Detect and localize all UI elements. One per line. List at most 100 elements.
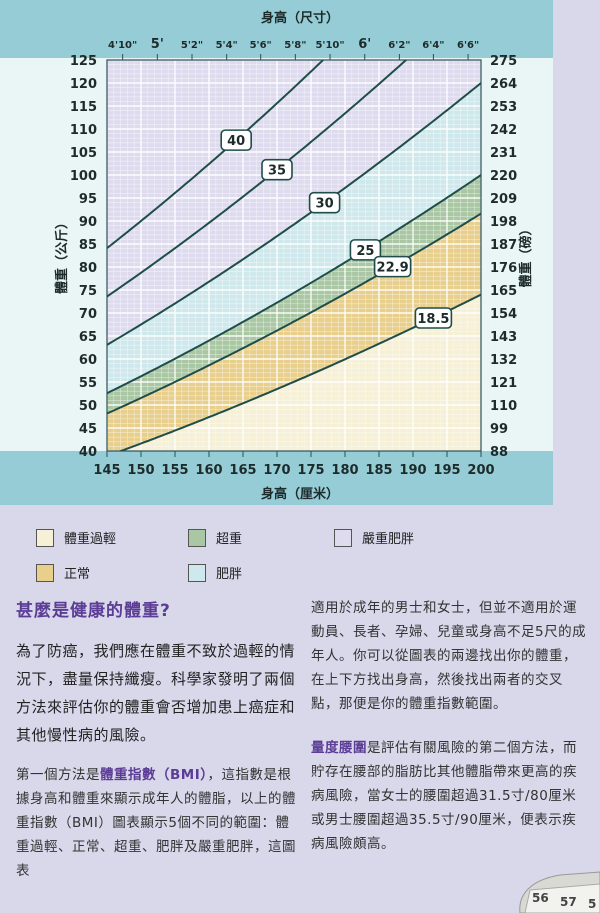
x-tick-label: 190 [399,463,426,478]
legend-label-normal: 正常 [64,567,91,582]
y-tick-label-right: 154 [490,307,517,322]
y-tick-label-right: 121 [490,376,517,391]
y-tick-label-right: 176 [490,261,517,276]
y-tick-label-right: 132 [490,353,517,368]
y-tick-label-left: 120 [70,77,97,92]
y-tick-label-right: 253 [490,100,517,115]
x-tick-label: 200 [467,463,494,478]
legend-swatch-severe [334,528,352,547]
y-tick-label-left: 65 [79,330,97,345]
waist-paragraph-post: 是評估有關風險的第二個方法，而貯存在腰部的脂肪比其他體脂帶來更高的疾病風險，當女… [311,740,577,852]
tape-measure-image: 56 57 5 [519,871,600,913]
y-tick-label-left: 85 [79,238,97,253]
waist-paragraph: 量度腰圍是評估有關風險的第二個方法，而貯存在腰部的脂肪比其他體脂帶來更高的疾病風… [311,736,589,856]
band-3 [107,83,481,394]
y-tick-label-right: 231 [490,146,517,161]
band-0 [120,294,481,451]
tape-strip [524,883,600,913]
y-tick-label-right: 242 [490,123,517,138]
y-tick-label-right: 209 [490,192,517,207]
bmi-highlight: 體重指數（BMI） [100,767,208,783]
bmi-label-box-22.9 [373,255,412,278]
x-tick-label: 145 [93,463,120,478]
bmi-curve-30 [107,82,481,346]
y-tick-label-left: 60 [79,353,97,368]
legend-underweight: 體重過輕 [36,528,116,547]
chart-legend: 體重過輕 超重 嚴重肥胖 正常 肥胖 [0,510,600,590]
bmi-paragraph-pre: 第一個方法是 [16,767,100,783]
x-axis-label-bottom: 身高（厘米） [261,486,339,502]
legend-swatch-underweight [36,528,54,547]
bmi-label-box-35 [261,158,293,181]
x-tick-label: 175 [297,463,324,478]
y-tick-label-right: 220 [490,169,517,184]
y-tick-label-left: 55 [79,376,97,391]
y-tick-label-left: 40 [79,445,97,460]
y-tick-label-left: 125 [70,54,97,69]
top-tick-label: 4'10" [108,40,137,51]
legend-label-underweight: 體重過輕 [64,532,117,547]
legend-swatch-obese [188,563,206,582]
right-margin [553,0,600,505]
section-heading: 甚麼是健康的體重? [16,601,171,621]
bmi-paragraph: 第一個方法是體重指數（BMI），這指數是根據身高和體重來顯示成年人的體脂，以上的… [16,763,298,883]
top-tick-label: 5'2" [181,40,203,51]
y-tick-label-left: 80 [79,261,97,276]
legend-swatch-normal [36,563,54,582]
legend-overweight: 超重 [188,528,242,547]
x-tick-label: 150 [127,463,154,478]
y-tick-label-right: 264 [490,77,517,92]
y-tick-label-left: 115 [70,100,97,115]
usage-paragraph: 適用於成年的男士和女士，但並不適用於運動員、長者、孕婦、兒童或身高不足5尺的成年… [311,600,587,712]
bmi-curve-40 [107,60,325,249]
legend-normal: 正常 [36,563,90,582]
top-tick-label: 5'4" [216,40,238,51]
y-tick-label-left: 110 [70,123,97,138]
y-axis-label-right: 體重（磅） [518,222,534,287]
bmi-label-box-40 [220,129,252,151]
y-tick-label-right: 143 [490,330,517,345]
bottom-axis-band [0,451,553,505]
tape-number-2: 57 [560,895,577,909]
top-tick-label: 6'6" [457,40,479,51]
bmi-curve-25 [107,174,481,395]
y-tick-label-right: 198 [490,215,517,230]
band-2 [107,175,481,414]
legend-label-obese: 肥胖 [216,567,243,582]
bmi-label-22.9: 22.9 [377,261,409,276]
bmi-label-30: 30 [316,197,334,212]
y-tick-label-left: 90 [79,215,97,230]
y-tick-label-left: 50 [79,399,97,414]
top-tick-label: 6'2" [388,40,410,51]
x-tick-label: 165 [229,463,256,478]
bmi-paragraph-post: ，這指數是根據身高和體重來顯示成年人的體脂，以上的體重指數（BMI）圖表顯示5個… [16,767,296,879]
top-tick-label: 6' [358,37,371,52]
y-tick-label-right: 99 [490,422,508,437]
x-axis-label-top: 身高（尺寸） [261,10,339,26]
waist-highlight: 量度腰圍 [311,740,367,756]
bmi-label-18.5: 18.5 [417,312,449,327]
top-tick-label: 5'10" [315,40,344,51]
legend-severe: 嚴重肥胖 [334,528,414,547]
y-tick-label-left: 105 [70,146,97,161]
top-tick-label: 5' [151,37,164,52]
intro-paragraph: 為了防癌，我們應在體重不致於過輕的情況下，盡量保持纖瘦。科學家發明了兩個方法來評… [16,642,296,744]
y-tick-label-left: 95 [79,192,97,207]
bmi-curve-35 [107,60,408,298]
legend-obese: 肥胖 [188,563,242,582]
right-column: 適用於成年的男士和女士，但並不適用於運動員、長者、孕婦、兒童或身高不足5尺的成年… [311,596,589,870]
legend-swatch-overweight [188,528,206,547]
x-tick-label: 170 [263,463,290,478]
top-tick-label: 5'8" [284,40,306,51]
x-tick-label: 160 [195,463,222,478]
y-tick-label-left: 100 [70,169,97,184]
bmi-label-box-30 [308,191,341,214]
y-tick-label-left: 45 [79,422,97,437]
bmi-label-box-18.5 [414,307,453,329]
plot-border [106,59,482,452]
x-tick-label: 180 [331,463,358,478]
y-tick-label-right: 275 [490,54,517,69]
bmi-label-box-25 [349,239,382,261]
legend-label-severe: 嚴重肥胖 [362,532,415,547]
